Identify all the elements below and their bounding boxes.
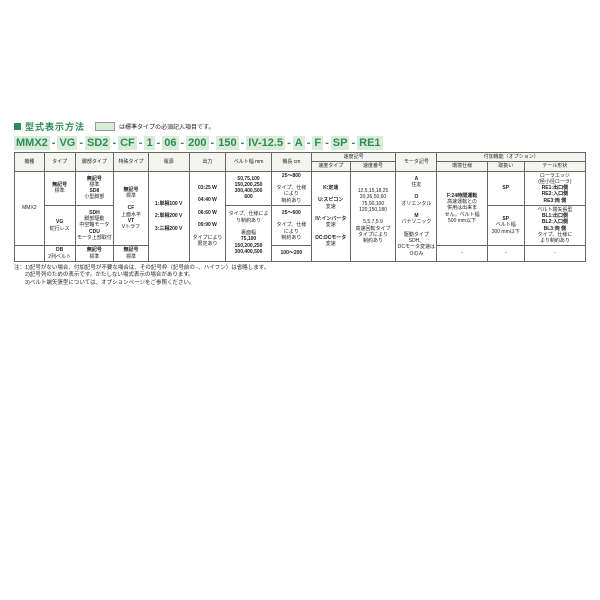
- h-c7: ベルト幅 mm: [226, 153, 272, 172]
- r-c6: 03:25 W04:40 W06:60 W09:90 Wタイプにより限定あり: [189, 171, 226, 261]
- r1-c2: 無記号標準: [44, 171, 75, 205]
- r1-c8: 25～800タイプ、仕様により制約あり: [271, 171, 311, 205]
- r1-c7: 50,75,100150,200,250300,400,500600: [226, 171, 272, 205]
- r3-c1: [15, 246, 45, 262]
- model-seg-1: MMX2: [14, 136, 50, 150]
- model-seg-3: SD2: [85, 136, 110, 150]
- r-c9: K:定速U:スピコン変速IV:インバータ変速DC:DCモータ変速: [311, 171, 350, 261]
- h-c6: 出力: [189, 153, 226, 172]
- h-c11: モータ記号: [396, 153, 437, 172]
- r2-c8: 25～600タイプ、仕様により制約あり: [271, 205, 311, 246]
- h-c4: 特殊タイプ: [114, 153, 148, 172]
- r1-c13: SP: [487, 171, 524, 205]
- model-seg-7: 200: [186, 136, 208, 150]
- r2-c13: SPベルト幅300 mm以下: [487, 205, 524, 246]
- h-c10: 速度番号: [350, 162, 396, 171]
- spec-table: 機種 タイプ 脚部タイプ 特殊タイプ 電源 出力 ベルト幅 mm 機長 cm 速…: [14, 152, 586, 262]
- data-row-2: VG蛇行レス SDH脚部駆動中空軸モータCDUモータ上部取付 タイプ、仕様により…: [15, 205, 586, 246]
- model-seg-11: F: [312, 136, 323, 150]
- r1-c3: 無記号標準SD8小型脚部: [75, 171, 114, 205]
- title-row: 型式表示方法 は標準タイプの必須記入項目です。: [14, 120, 586, 133]
- h-c8: 機長 cm: [271, 153, 311, 172]
- h-speed-grp: 速度記号: [311, 153, 395, 162]
- note-2: 2)記号列のための表示です。かたしない場式表示の場合があります。: [14, 272, 586, 279]
- footnotes: 注：1)記号がない場合、付加記号が不要な場合は、その記号枠（記号前の -、ハイフ…: [14, 265, 586, 287]
- legend-swatch: [95, 122, 115, 131]
- r-c4a: 無記号標準CF上面水平VTVトラフ: [114, 171, 148, 246]
- model-seg-4: CF: [118, 136, 137, 150]
- header-row-1: 機種 タイプ 脚部タイプ 特殊タイプ 電源 出力 ベルト幅 mm 機長 cm 速…: [15, 153, 586, 162]
- model-seg-6: 06: [162, 136, 178, 150]
- r2-c14: ベルト端矢張型BL1:出口側BL2:入口側BL3:両 側タイプ、仕様により制約あ…: [524, 205, 585, 246]
- r-c5: 1:単相100 V2:単相200 V3:三相200 V: [148, 171, 189, 261]
- r2-c3: SDH脚部駆動中空軸モータCDUモータ上部取付: [75, 205, 114, 246]
- model-designation: MMX2- VG- SD2- CF- 1- 06- 200- 150- IV-1…: [14, 136, 586, 150]
- r3-c8: 100～200: [271, 246, 311, 262]
- model-seg-5: 1: [144, 136, 154, 150]
- r-c11: A住友OオリエンタルMパナソニック駆動タイプSDH、DCモータ変速はOのみ: [396, 171, 437, 261]
- model-seg-12: SP: [331, 136, 350, 150]
- r2-c7: タイプ、仕様により制約あり裏面幅75,100150,200,250300,400…: [226, 205, 272, 261]
- r-c1: MMX2: [15, 171, 45, 246]
- h-c14: テール形状: [524, 162, 585, 171]
- data-row-1: MMX2 無記号標準 無記号標準SD8小型脚部 無記号標準CF上面水平VTVトラ…: [15, 171, 586, 205]
- r3-c13: -: [487, 246, 524, 262]
- model-seg-13: RE1: [357, 136, 382, 150]
- h-c1: 機種: [15, 153, 45, 172]
- h-c12: 環境仕様: [437, 162, 487, 171]
- h-c9: 速度タイプ: [311, 162, 350, 171]
- r1-c14: ローラエッジ(極小径ローラ)RE1:出口側RE2:入口側RE3:両 側: [524, 171, 585, 205]
- model-seg-2: VG: [57, 136, 77, 150]
- h-c2: タイプ: [44, 153, 75, 172]
- r3-c14: -: [524, 246, 585, 262]
- h-c5: 電源: [148, 153, 189, 172]
- r-c12: F:24時間運転高速運転との併用は出来ません。ベルト幅500 mm以下: [437, 171, 487, 246]
- r3-c4: 無記号標準: [114, 246, 148, 262]
- h-c13: 取扱い: [487, 162, 524, 171]
- r2-c2: VG蛇行レス: [44, 205, 75, 246]
- h-opt-grp: 付加機能（オプション）: [437, 153, 586, 162]
- model-seg-9: IV-12.5: [246, 136, 285, 150]
- model-seg-8: 150: [216, 136, 238, 150]
- r3-c2: DB2列ベルト: [44, 246, 75, 262]
- title-marker: [14, 123, 21, 130]
- legend-text: は標準タイプの必須記入項目です。: [119, 122, 214, 131]
- note-3: 3)ベルト端矢張型については、オプションページをご参照ください。: [14, 280, 586, 287]
- data-row-3: DB2列ベルト 無記号標準 無記号標準 100～200 - - -: [15, 246, 586, 262]
- page-title: 型式表示方法: [25, 120, 85, 133]
- h-c3: 脚部タイプ: [75, 153, 114, 172]
- r3-c12: -: [437, 246, 487, 262]
- r-c10: 12.5,15,18,2530,36,50,6075,90,100120,150…: [350, 171, 396, 261]
- r3-c3: 無記号標準: [75, 246, 114, 262]
- model-seg-10: A: [293, 136, 305, 150]
